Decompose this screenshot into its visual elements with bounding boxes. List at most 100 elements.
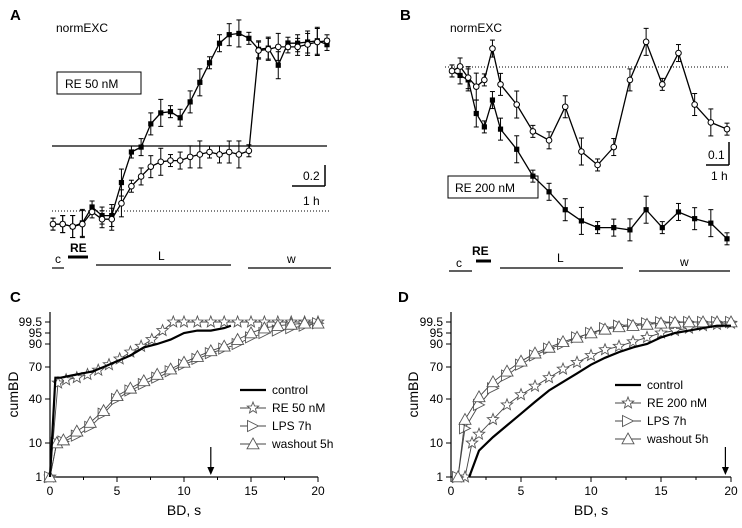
panel-d-series-re-200-nm-point bbox=[542, 370, 556, 384]
panel-d-letter: D bbox=[398, 289, 409, 306]
panel-c-series-washout-5h-point bbox=[96, 403, 111, 416]
panel-b-scale-x: 1 h bbox=[711, 169, 728, 183]
panel-c-y-tick-label: 40 bbox=[29, 392, 43, 406]
panel-d-x-axis-title: BD, s bbox=[574, 502, 608, 518]
panel-b-title: normEXC bbox=[450, 21, 502, 35]
panel-b-filled-point bbox=[514, 146, 520, 152]
panel-d-series-re-200-nm-point bbox=[612, 339, 626, 353]
panel-b-filled-point bbox=[489, 97, 496, 103]
panel-c-series-washout-5h-point bbox=[257, 321, 272, 334]
panel-b-open-point bbox=[626, 76, 634, 84]
panel-d-series-re-200-nm-point bbox=[556, 361, 570, 376]
panel-d-series-washout-5h-point bbox=[682, 315, 696, 328]
panel-a-bar-l-label: L bbox=[158, 249, 165, 263]
panel-b-open-point bbox=[707, 119, 715, 126]
panel-a-open-point bbox=[186, 153, 194, 161]
panel-c-legend-washout-5h-label: washout 5h bbox=[271, 437, 333, 451]
panel-d-series-re-200-nm-point bbox=[465, 435, 479, 449]
panel-b-filled-point bbox=[611, 225, 617, 231]
panel-b-open-point bbox=[691, 101, 698, 108]
panel-c-series-washout-5h-point bbox=[137, 373, 151, 387]
panel-b-filled-point bbox=[481, 124, 487, 130]
panel-c-series-re-50-nm-point bbox=[230, 314, 245, 328]
panel-a-open-point bbox=[88, 208, 96, 216]
panel-a-filled-point bbox=[226, 32, 232, 38]
panel-a-filled-point bbox=[216, 40, 223, 46]
panel-a-title: normEXC bbox=[56, 21, 108, 35]
panel-b-open-point bbox=[578, 148, 585, 155]
panel-b-open-point bbox=[481, 76, 488, 84]
panel-b-open-point bbox=[561, 103, 569, 111]
panel-b-open-point bbox=[513, 101, 521, 108]
panel-a-filled-point bbox=[246, 35, 252, 41]
panel-a-bar-c-label: c bbox=[55, 252, 61, 266]
panel-d-x-tick-label: 10 bbox=[584, 484, 598, 498]
panel-a-filled-point bbox=[167, 109, 174, 115]
panel-d-legend-washout-5h-label: washout 5h bbox=[646, 432, 708, 446]
panel-b-filled-point bbox=[530, 173, 536, 179]
panel-d-series-washout-5h-point bbox=[626, 318, 640, 331]
panel-b-bar-l-label: L bbox=[557, 251, 564, 265]
panel-c-legend-washout-5h-swatch bbox=[246, 437, 260, 450]
panel-b-open-point bbox=[464, 74, 472, 81]
panel-c-y-tick-label: 10 bbox=[29, 436, 43, 450]
panel-c-letter: C bbox=[10, 289, 21, 306]
panel-c-series-washout-5h-point bbox=[244, 326, 258, 339]
panel-c-series-washout-5h-point bbox=[110, 388, 124, 402]
panel-b-open-point bbox=[594, 161, 601, 169]
panel-b-bar-c-label: c bbox=[456, 256, 462, 270]
panel-d-series-re-200-nm-point bbox=[528, 378, 542, 393]
panel-a-open-point bbox=[108, 215, 116, 223]
panel-b-open-point bbox=[610, 143, 618, 151]
panel-a-filled-point bbox=[236, 30, 242, 37]
panel-d-series-re-200-nm-point bbox=[514, 387, 528, 401]
panel-d-y-tick-label: 1 bbox=[436, 470, 443, 484]
panel-c-series-washout-5h-point bbox=[230, 332, 245, 345]
panel-a-open-point bbox=[137, 173, 145, 180]
panel-a-open-point bbox=[264, 46, 272, 53]
panel-b-open-point bbox=[675, 49, 682, 57]
panel-b-filled-line bbox=[451, 70, 728, 240]
panel-d-series-washout-5h-point bbox=[528, 346, 542, 359]
panel-c-series-washout-5h-point bbox=[56, 433, 71, 446]
panel-b-bar-w-label: w bbox=[679, 255, 689, 269]
panel-b-filled-point bbox=[675, 209, 682, 215]
panel-c-y-tick-label: 99.5 bbox=[19, 315, 43, 329]
panel-c-series bbox=[43, 314, 325, 484]
panel-b-label-box bbox=[447, 175, 539, 199]
panel-d-y-tick-label: 10 bbox=[430, 436, 444, 450]
panel-a-open-point bbox=[98, 215, 106, 223]
panel-b-filled-point bbox=[692, 216, 698, 222]
panel-a-bar-re-label: RE bbox=[70, 241, 87, 255]
panel-d-legend-washout-5h-swatch bbox=[621, 432, 635, 445]
panel-d-series-lps-7h-point bbox=[459, 422, 472, 435]
panel-a-open-point bbox=[176, 157, 184, 164]
panel-d-series-washout-5h-point bbox=[584, 326, 598, 339]
panel-d-y-tick-label: 70 bbox=[430, 360, 444, 374]
panel-c-legend-re-50-nm-label: RE 50 nM bbox=[272, 401, 325, 415]
panel-a-open-point bbox=[147, 163, 155, 170]
panel-a-filled-point bbox=[177, 115, 183, 121]
panel-d-legend-control-label: control bbox=[647, 378, 683, 392]
panel-b-open-point bbox=[642, 38, 650, 46]
panel-d-series-washout-5h-point bbox=[556, 334, 570, 348]
panel-a-open-point bbox=[314, 38, 321, 46]
panel-c-x-tick-label: 0 bbox=[47, 484, 54, 498]
panel-a-filled-point bbox=[118, 179, 125, 186]
panel-d-series-re-200-nm-point bbox=[626, 334, 640, 348]
panel-d-legend-lps-7h-swatch bbox=[622, 414, 635, 428]
panel-c-arrow-head bbox=[207, 467, 215, 475]
panel-d-series-washout-5h-point bbox=[451, 470, 465, 483]
panel-b-filled-point bbox=[562, 207, 568, 213]
panel-c-series-washout-5h-point bbox=[83, 415, 97, 428]
panel-d-legend: control RE 200 nM LPS 7h washout 5h bbox=[615, 378, 708, 446]
panel-a-open-point bbox=[167, 157, 174, 164]
panel-d-series-re-200-nm-point bbox=[640, 330, 654, 344]
panel-d-x-tick-label: 20 bbox=[724, 484, 738, 498]
panel-b-scalebar: 0.1 1 h bbox=[706, 142, 730, 183]
panel-a-filled-point bbox=[197, 79, 203, 85]
panel-a: A normEXC RE 50 nM 0.2 1 h c RE L w bbox=[10, 7, 331, 269]
panel-a-filled-point bbox=[138, 144, 144, 150]
